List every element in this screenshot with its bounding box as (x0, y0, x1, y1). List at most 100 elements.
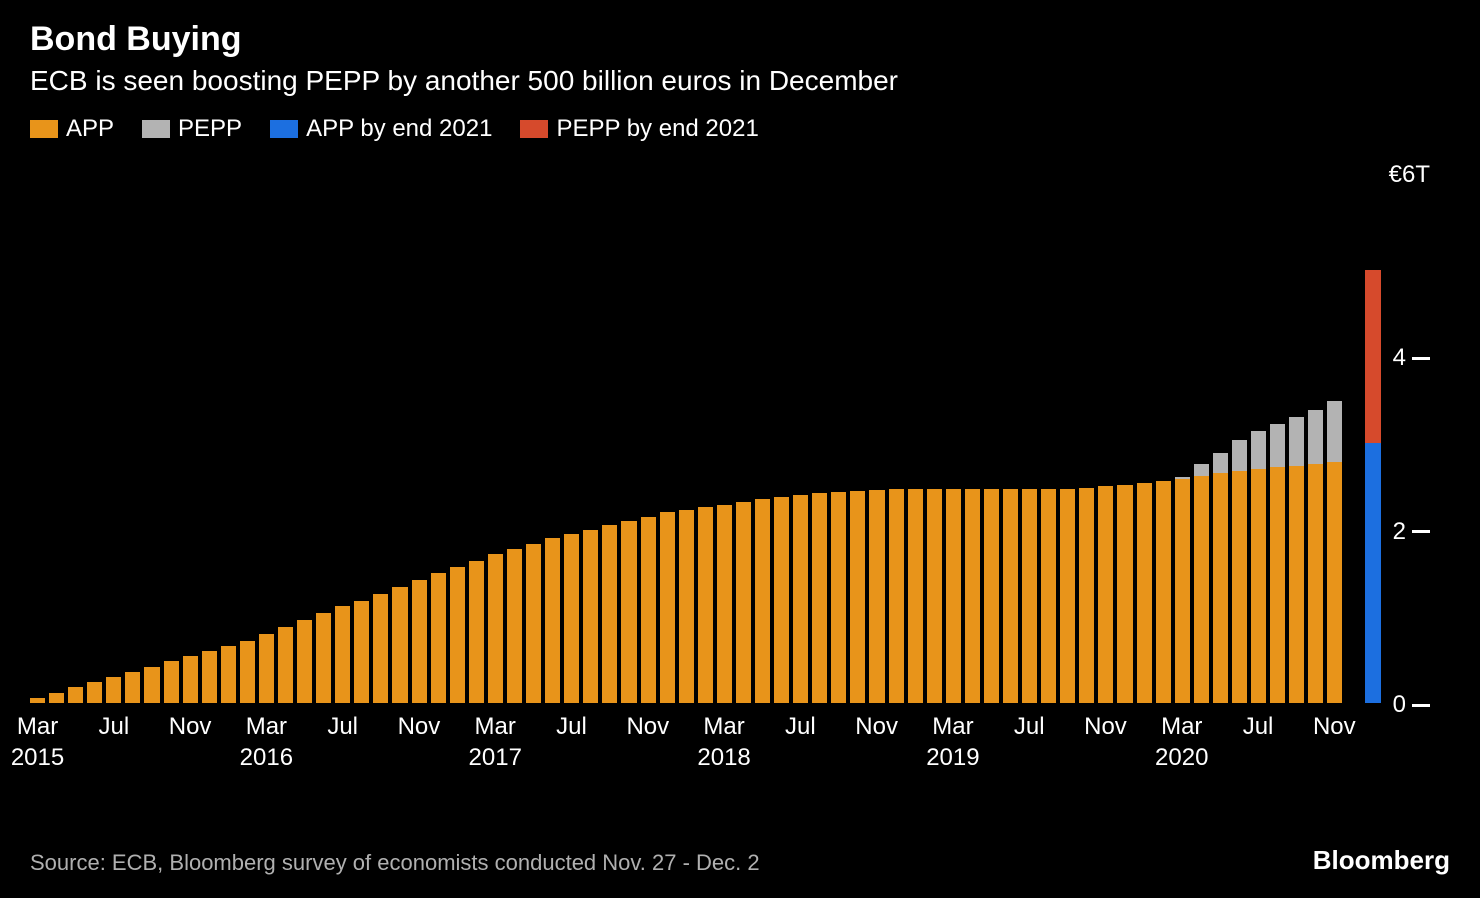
bar-segment-app (984, 489, 999, 703)
legend-label: PEPP by end 2021 (556, 115, 758, 143)
bar-column (774, 183, 789, 703)
bar-segment-pepp (1232, 440, 1247, 471)
bar-segment-app (717, 505, 732, 703)
bar-segment-app (679, 510, 694, 703)
bar-segment-app (68, 687, 83, 703)
x-tick-month: Jul (1014, 711, 1045, 742)
y-tick: 2 (1386, 518, 1430, 546)
bar-segment-app (889, 489, 904, 703)
x-tick: Jul (1014, 711, 1045, 742)
plot-area (30, 183, 1380, 703)
y-tick: 0 (1386, 691, 1430, 719)
legend-item: APP by end 2021 (270, 115, 492, 143)
x-tick: Nov (1313, 711, 1356, 742)
bar-segment-pepp-2021 (1365, 270, 1380, 443)
bar-segment-pepp (1194, 464, 1209, 476)
y-tick-label: 2 (1386, 518, 1406, 546)
bar-column (1327, 183, 1342, 703)
bar-column (1137, 183, 1152, 703)
bar-segment-app (946, 489, 961, 703)
bar-column (49, 183, 64, 703)
bar-column (984, 183, 999, 703)
bar-segment-app (927, 489, 942, 703)
bar-column (1194, 183, 1209, 703)
bar-segment-app (1022, 489, 1037, 703)
x-tick: Jul (1243, 711, 1274, 742)
bar-segment-app (812, 493, 827, 703)
legend-label: APP by end 2021 (306, 115, 492, 143)
bar-column (87, 183, 102, 703)
x-tick: Nov (398, 711, 441, 742)
bar-segment-app (144, 667, 159, 703)
bar-segment-app (240, 641, 255, 703)
bar-column (1270, 183, 1285, 703)
bar-column (469, 183, 484, 703)
bar-column (1175, 183, 1190, 703)
bar-column (850, 183, 865, 703)
bar-segment-app (335, 606, 350, 703)
bar-segment-app (164, 661, 179, 703)
bar-segment-app (259, 634, 274, 703)
bar-segment-app (621, 521, 636, 703)
legend-swatch (30, 120, 58, 138)
x-tick-month: Jul (1243, 711, 1274, 742)
legend-item: APP (30, 115, 114, 143)
x-tick: Jul (327, 711, 358, 742)
x-tick-year: 2017 (469, 742, 522, 773)
bar-column (545, 183, 560, 703)
x-tick: Mar2020 (1155, 711, 1208, 773)
bar-column (831, 183, 846, 703)
bar-column (373, 183, 388, 703)
x-tick-month: Mar (240, 711, 293, 742)
y-tick-label: 0 (1386, 691, 1406, 719)
bar-segment-app-2021 (1365, 443, 1380, 703)
legend-swatch (142, 120, 170, 138)
chart-title: Bond Buying (30, 20, 1450, 59)
y-tick-mark (1412, 530, 1430, 533)
bar-segment-app (1213, 473, 1228, 703)
bar-segment-pepp (1289, 417, 1304, 466)
x-tick: Mar2018 (697, 711, 750, 773)
bar-column (507, 183, 522, 703)
bar-segment-app (1079, 488, 1094, 703)
bar-segment-app (450, 567, 465, 703)
bar-column (297, 183, 312, 703)
bar-column (183, 183, 198, 703)
bar-segment-app (1175, 479, 1190, 703)
bar-segment-app (354, 601, 369, 703)
x-tick-month: Jul (327, 711, 358, 742)
bar-segment-app (1270, 467, 1285, 703)
bar-segment-app (755, 499, 770, 703)
bar-column (354, 183, 369, 703)
bar-segment-app (736, 502, 751, 703)
bar-segment-app (1327, 462, 1342, 703)
x-tick-year: 2015 (11, 742, 64, 773)
bar-spacer (1346, 183, 1361, 703)
y-tick-mark (1412, 357, 1430, 360)
bar-column (869, 183, 884, 703)
bar-column (812, 183, 827, 703)
x-tick-month: Nov (398, 711, 441, 742)
bar-segment-pepp (1270, 424, 1285, 467)
bar-column (908, 183, 923, 703)
x-tick: Mar2015 (11, 711, 64, 773)
bar-segment-app (564, 534, 579, 703)
bar-segment-app (1156, 481, 1171, 703)
bar-segment-app (183, 656, 198, 703)
x-tick-month: Mar (926, 711, 979, 742)
bar-segment-app (908, 489, 923, 703)
bar-segment-app (316, 613, 331, 703)
bar-segment-app (412, 580, 427, 703)
bar-column (621, 183, 636, 703)
bar-column (335, 183, 350, 703)
x-tick-month: Jul (556, 711, 587, 742)
x-tick-month: Jul (785, 711, 816, 742)
y-tick: 4 (1386, 344, 1430, 372)
bar-segment-app (278, 627, 293, 703)
bar-segment-app (1194, 476, 1209, 703)
source-text: Source: ECB, Bloomberg survey of economi… (30, 850, 760, 876)
x-tick-year: 2019 (926, 742, 979, 773)
bar-segment-app (965, 489, 980, 703)
bar-column (526, 183, 541, 703)
bar-segment-app (526, 544, 541, 703)
